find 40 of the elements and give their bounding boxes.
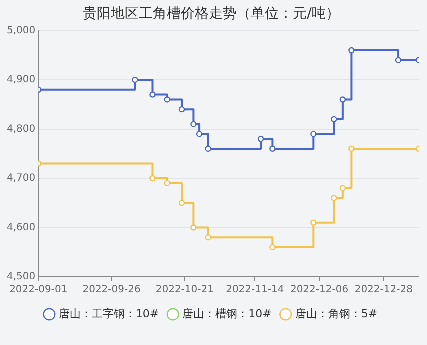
point	[348, 146, 355, 152]
point	[150, 175, 156, 182]
y-tick-label: 4,800	[6, 124, 36, 135]
point	[190, 121, 197, 128]
legend-label: 唐山：角钢：5#	[295, 307, 378, 320]
point	[196, 131, 203, 138]
chart-title: 贵阳地区工角槽价格走势（单位：元/吨）	[83, 6, 340, 22]
point	[178, 200, 186, 206]
x-tick-label: 2022-12-28	[354, 284, 413, 296]
point	[310, 220, 317, 226]
x-tick-label: 2022-11-14	[226, 284, 284, 296]
point	[340, 185, 346, 192]
point	[132, 76, 138, 84]
point	[340, 96, 346, 103]
y-tick-label: 4,600	[6, 222, 36, 234]
point	[258, 136, 264, 142]
point	[310, 131, 317, 138]
point	[331, 116, 338, 123]
point	[331, 195, 338, 202]
x-tick-label: 2022-09-01	[10, 284, 68, 296]
y-tick-label: 4,700	[6, 173, 36, 184]
point	[205, 234, 212, 241]
point	[164, 180, 170, 187]
point	[150, 92, 156, 98]
point	[190, 224, 197, 231]
point	[348, 47, 355, 54]
legend-label: 唐山：槽钢：10#	[182, 307, 272, 320]
point	[164, 96, 170, 103]
x-tick-label: 2022-12-06	[290, 284, 349, 296]
y-tick-label: 4,500	[6, 272, 36, 283]
point	[178, 106, 186, 113]
point	[395, 57, 402, 64]
y-tick-label: 5,000	[6, 25, 36, 36]
x-tick-label: 2022-10-21	[156, 284, 214, 296]
legend-label: 唐山：工字钢：10#	[58, 307, 160, 320]
point	[270, 146, 276, 152]
x-tick-label: 2022-09-26	[82, 284, 141, 296]
point	[270, 244, 276, 251]
point	[205, 146, 212, 152]
y-tick-label: 4,900	[6, 74, 36, 86]
